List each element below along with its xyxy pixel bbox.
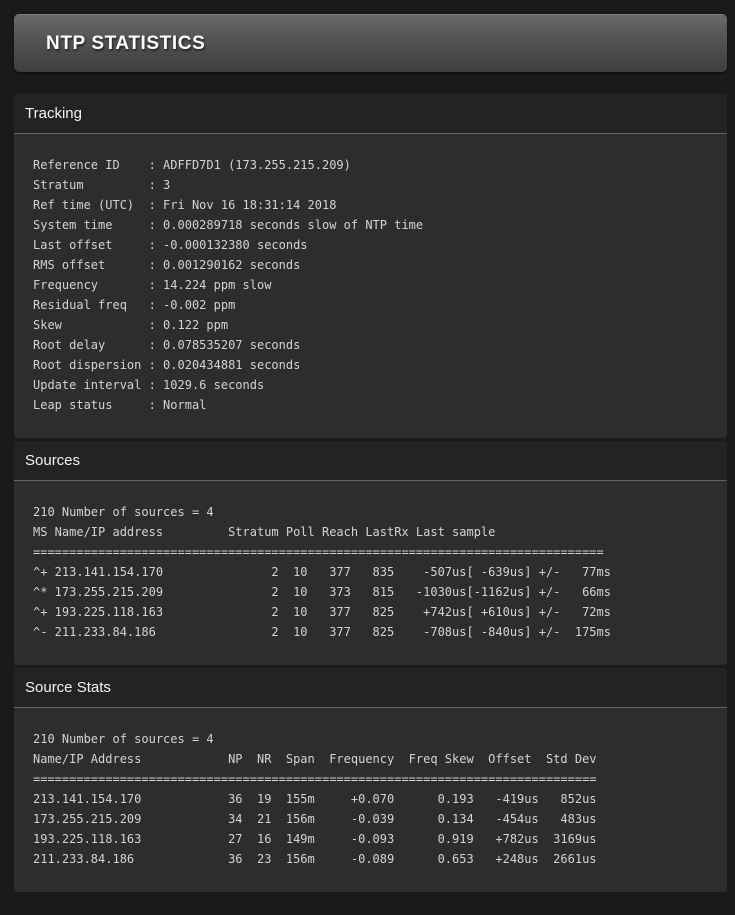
source-stats-terminal-output: 210 Number of sources = 4 Name/IP Addres…	[14, 708, 727, 892]
tracking-terminal-output: Reference ID : ADFFD7D1 (173.255.215.209…	[14, 134, 727, 438]
tracking-line-leap-status: Leap status : Normal	[33, 398, 207, 412]
tracking-line-ref-time: Ref time (UTC) : Fri Nov 16 18:31:14 201…	[33, 198, 337, 212]
source-stats-row: 211.233.84.186 36 23 156m -0.089 0.653 +…	[33, 852, 597, 866]
source-row: ^- 211.233.84.186 2 10 377 825 -708us[ -…	[33, 625, 611, 639]
source-stats-row: 173.255.215.209 34 21 156m -0.039 0.134 …	[33, 812, 597, 826]
tracking-section-header: Tracking	[14, 94, 727, 134]
sources-terminal-output: 210 Number of sources = 4 MS Name/IP add…	[14, 481, 727, 665]
sources-separator-line: ========================================…	[33, 545, 604, 559]
tracking-line-rms-offset: RMS offset : 0.001290162 seconds	[33, 258, 301, 272]
source-row: ^* 173.255.215.209 2 10 373 815 -1030us[…	[33, 585, 611, 599]
tracking-section-title: Tracking	[25, 105, 82, 122]
tracking-line-reference-id: Reference ID : ADFFD7D1 (173.255.215.209…	[33, 158, 351, 172]
tracking-line-residual-freq: Residual freq : -0.002 ppm	[33, 298, 236, 312]
tracking-line-system-time: System time : 0.000289718 seconds slow o…	[33, 218, 424, 232]
source-stats-count-line: 210 Number of sources = 4	[33, 732, 214, 746]
tracking-line-root-delay: Root delay : 0.078535207 seconds	[33, 338, 301, 352]
section-tracking: Tracking Reference ID : ADFFD7D1 (173.25…	[14, 94, 727, 438]
sources-column-header-line: MS Name/IP address Stratum Poll Reach La…	[33, 525, 496, 539]
source-stats-section-title: Source Stats	[25, 679, 111, 696]
tracking-line-frequency: Frequency : 14.224 ppm slow	[33, 278, 272, 292]
section-source-stats: Source Stats 210 Number of sources = 4 N…	[14, 668, 727, 892]
page-header-banner: NTP STATISTICS	[14, 14, 727, 72]
tracking-line-root-dispersion: Root dispersion : 0.020434881 seconds	[33, 358, 301, 372]
tracking-line-last-offset: Last offset : -0.000132380 seconds	[33, 238, 308, 252]
source-stats-row: 213.141.154.170 36 19 155m +0.070 0.193 …	[33, 792, 597, 806]
source-row: ^+ 193.225.118.163 2 10 377 825 +742us[ …	[33, 605, 611, 619]
source-stats-row: 193.225.118.163 27 16 149m -0.093 0.919 …	[33, 832, 597, 846]
source-stats-separator-line: ========================================…	[33, 772, 597, 786]
tracking-line-skew: Skew : 0.122 ppm	[33, 318, 229, 332]
ntp-statistics-page: NTP STATISTICS Tracking Reference ID : A…	[14, 14, 727, 892]
source-stats-section-header: Source Stats	[14, 668, 727, 708]
tracking-line-update-interval: Update interval : 1029.6 seconds	[33, 378, 265, 392]
sources-section-title: Sources	[25, 452, 81, 469]
source-stats-column-header-line: Name/IP Address NP NR Span Frequency Fre…	[33, 752, 597, 766]
tracking-line-stratum: Stratum : 3	[33, 178, 171, 192]
section-sources: Sources 210 Number of sources = 4 MS Nam…	[14, 441, 727, 665]
sources-count-line: 210 Number of sources = 4	[33, 505, 214, 519]
sources-section-header: Sources	[14, 441, 727, 481]
source-row: ^+ 213.141.154.170 2 10 377 835 -507us[ …	[33, 565, 611, 579]
page-title: NTP STATISTICS	[46, 32, 206, 54]
